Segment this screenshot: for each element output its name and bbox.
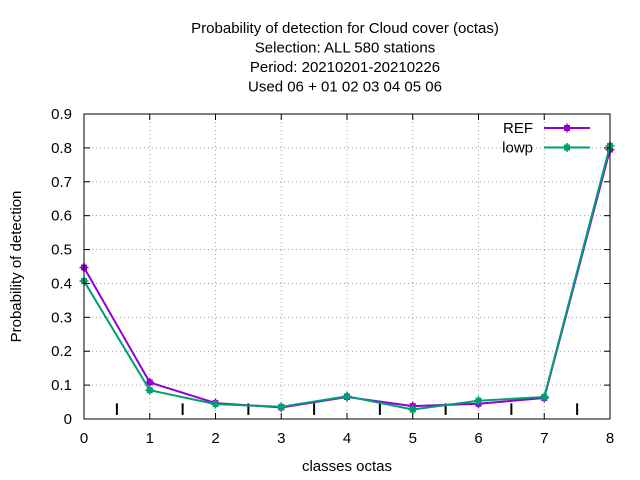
legend-label: REF bbox=[503, 120, 533, 137]
x-tick-label: 4 bbox=[343, 430, 351, 447]
chart-title-line: Used 06 + 01 02 03 04 05 06 bbox=[248, 79, 442, 96]
y-axis-label: Probability of detection bbox=[8, 191, 25, 343]
y-tick-label: 0.9 bbox=[51, 106, 72, 123]
series-layer bbox=[79, 141, 615, 415]
data-point bbox=[145, 377, 155, 387]
data-point bbox=[408, 405, 418, 415]
data-point bbox=[342, 391, 352, 401]
x-tick-label: 3 bbox=[277, 430, 285, 447]
x-axis-label: classes octas bbox=[302, 458, 392, 475]
x-tick-label: 7 bbox=[540, 430, 548, 447]
data-point bbox=[539, 392, 549, 402]
chart-title: Probability of detection for Cloud cover… bbox=[191, 20, 499, 96]
y-tick-label: 0.8 bbox=[51, 140, 72, 157]
x-tick-label: 2 bbox=[211, 430, 219, 447]
grid bbox=[84, 114, 610, 419]
series-line bbox=[83, 145, 611, 411]
data-point bbox=[474, 396, 483, 406]
x-tick-label: 0 bbox=[80, 430, 88, 447]
legend: REF lowp bbox=[502, 120, 590, 157]
x-tick-label: 6 bbox=[474, 430, 482, 447]
y-tick-label: 0 bbox=[64, 411, 72, 428]
y-tick-label: 0.3 bbox=[51, 309, 72, 326]
data-point bbox=[145, 385, 155, 395]
legend-label: lowp bbox=[502, 140, 533, 157]
y-tick-label: 0.2 bbox=[51, 343, 72, 360]
y-tick-label: 0.1 bbox=[51, 377, 72, 394]
y-tick-label: 0.6 bbox=[51, 208, 72, 225]
data-point bbox=[276, 402, 286, 412]
data-point bbox=[211, 399, 220, 409]
axis-ticks: 0 1 2 3 4 5 6 7 8 0 0.1 0.2 0.3 0.4 0.5 0.6 0.7 0.8 0.9 bbox=[51, 106, 614, 447]
x-tick-label: 1 bbox=[146, 430, 154, 447]
chart-title-line: Probability of detection for Cloud cover… bbox=[191, 20, 499, 37]
x-tick-label: 5 bbox=[409, 430, 417, 447]
x-tick-label: 8 bbox=[606, 430, 614, 447]
y-tick-label: 0.5 bbox=[51, 242, 72, 259]
legend-swatch-marker bbox=[562, 143, 572, 152]
chart-title-line: Period: 20210201-20210226 bbox=[250, 59, 440, 76]
chart-title-line: Selection: ALL 580 stations bbox=[255, 40, 435, 57]
y-tick-label: 0.4 bbox=[51, 275, 72, 292]
legend-swatch-marker bbox=[562, 123, 572, 133]
y-tick-label: 0.7 bbox=[51, 174, 72, 191]
